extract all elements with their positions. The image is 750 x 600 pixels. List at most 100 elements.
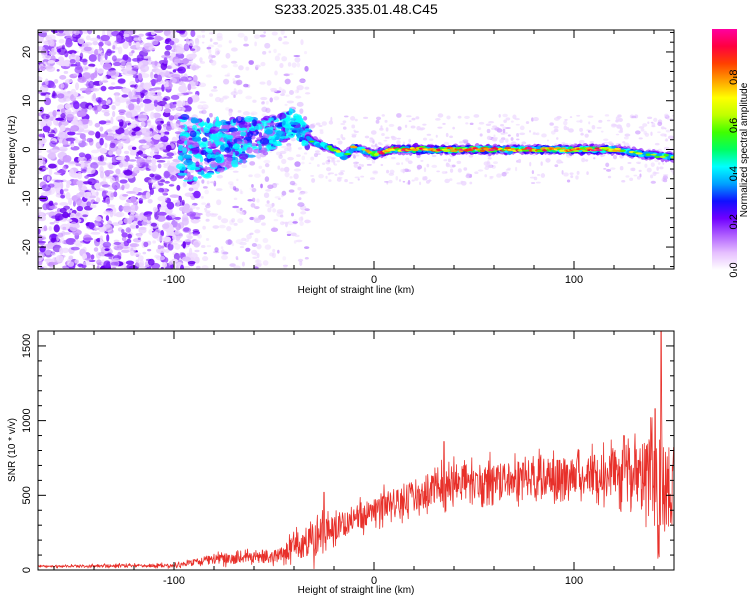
noise-blob xyxy=(449,135,454,139)
noise-blob xyxy=(384,119,388,123)
noise-blob xyxy=(104,40,111,46)
noise-blob xyxy=(39,211,44,218)
noise-blob xyxy=(610,123,617,128)
snr-y-tick-label: 0 xyxy=(21,567,33,573)
noise-blob xyxy=(600,130,604,133)
noise-blob xyxy=(73,101,80,110)
noise-blob xyxy=(612,154,618,160)
noise-blob xyxy=(265,100,269,105)
noise-blob xyxy=(67,162,76,166)
noise-blob xyxy=(610,167,616,170)
noise-blob xyxy=(85,87,92,95)
noise-blob xyxy=(177,93,184,96)
noise-blob xyxy=(496,173,502,178)
noise-blob xyxy=(293,168,301,172)
noise-blob xyxy=(360,175,365,178)
noise-blob xyxy=(556,137,559,140)
noise-blob xyxy=(318,173,324,179)
noise-blob xyxy=(125,111,133,119)
noise-blob xyxy=(141,127,147,134)
noise-blob xyxy=(402,180,406,183)
noise-blob xyxy=(121,184,125,191)
noise-blob xyxy=(591,124,596,130)
noise-blob xyxy=(126,70,137,75)
noise-blob xyxy=(563,172,569,177)
noise-blob xyxy=(173,252,181,261)
noise-blob xyxy=(156,124,162,131)
noise-blob xyxy=(165,215,173,221)
signal-blob xyxy=(223,154,233,157)
noise-blob xyxy=(273,48,277,54)
signal-blob xyxy=(207,146,217,150)
noise-blob xyxy=(512,114,517,120)
noise-blob xyxy=(86,201,91,207)
noise-blob xyxy=(67,219,73,222)
noise-blob xyxy=(348,182,354,184)
noise-blob xyxy=(111,129,116,132)
noise-blob xyxy=(274,55,280,62)
noise-blob xyxy=(189,86,197,90)
noise-blob xyxy=(507,167,511,170)
ridge-blob xyxy=(479,149,486,153)
noise-blob xyxy=(171,144,176,150)
noise-blob xyxy=(209,53,213,58)
signal-blob xyxy=(282,120,286,126)
noise-blob xyxy=(60,181,64,190)
noise-blob xyxy=(96,68,105,74)
signal-blob xyxy=(237,115,242,122)
noise-blob xyxy=(68,168,75,177)
signal-blob xyxy=(178,116,183,120)
noise-blob xyxy=(243,35,248,42)
noise-blob xyxy=(284,171,290,178)
snr-y-tick-label: 1000 xyxy=(21,408,33,432)
noise-blob xyxy=(545,158,551,163)
signal-blob xyxy=(204,165,208,173)
noise-blob xyxy=(110,116,114,125)
signal-blob xyxy=(255,143,259,147)
noise-blob xyxy=(296,84,304,91)
colorbar-label: Normalized spectral amplitude xyxy=(739,82,750,217)
noise-blob xyxy=(129,30,137,35)
noise-blob xyxy=(342,120,347,124)
noise-blob xyxy=(170,242,178,245)
noise-blob xyxy=(133,166,140,174)
noise-blob xyxy=(95,216,102,222)
noise-blob xyxy=(388,179,393,184)
noise-blob xyxy=(263,31,266,34)
noise-blob xyxy=(184,239,192,242)
noise-blob xyxy=(664,113,669,118)
noise-blob xyxy=(89,37,100,42)
noise-blob xyxy=(214,47,220,54)
snr-x-label: Height of straight line (km) xyxy=(298,585,415,596)
noise-blob xyxy=(160,179,166,183)
noise-blob xyxy=(157,211,167,216)
noise-blob xyxy=(550,130,556,135)
noise-blob xyxy=(304,219,310,224)
noise-blob xyxy=(143,241,149,248)
noise-blob xyxy=(115,176,120,184)
noise-blob xyxy=(97,105,102,112)
noise-blob xyxy=(108,150,114,156)
noise-blob xyxy=(52,181,61,189)
noise-blob xyxy=(474,171,479,174)
noise-blob xyxy=(435,134,438,138)
noise-blob xyxy=(44,249,52,256)
noise-blob xyxy=(67,50,77,55)
noise-blob xyxy=(143,82,151,91)
noise-blob xyxy=(493,134,496,138)
noise-blob xyxy=(279,167,285,172)
noise-blob xyxy=(189,48,196,51)
noise-blob xyxy=(218,224,226,229)
noise-blob xyxy=(578,139,585,144)
signal-blob xyxy=(277,112,287,120)
noise-blob xyxy=(420,160,424,162)
noise-blob xyxy=(222,95,230,99)
noise-blob xyxy=(195,206,200,210)
noise-blob xyxy=(330,116,333,122)
noise-blob xyxy=(169,40,175,46)
noise-blob xyxy=(380,163,384,167)
signal-blob xyxy=(217,141,224,146)
noise-blob xyxy=(74,259,79,264)
noise-blob xyxy=(615,116,620,121)
